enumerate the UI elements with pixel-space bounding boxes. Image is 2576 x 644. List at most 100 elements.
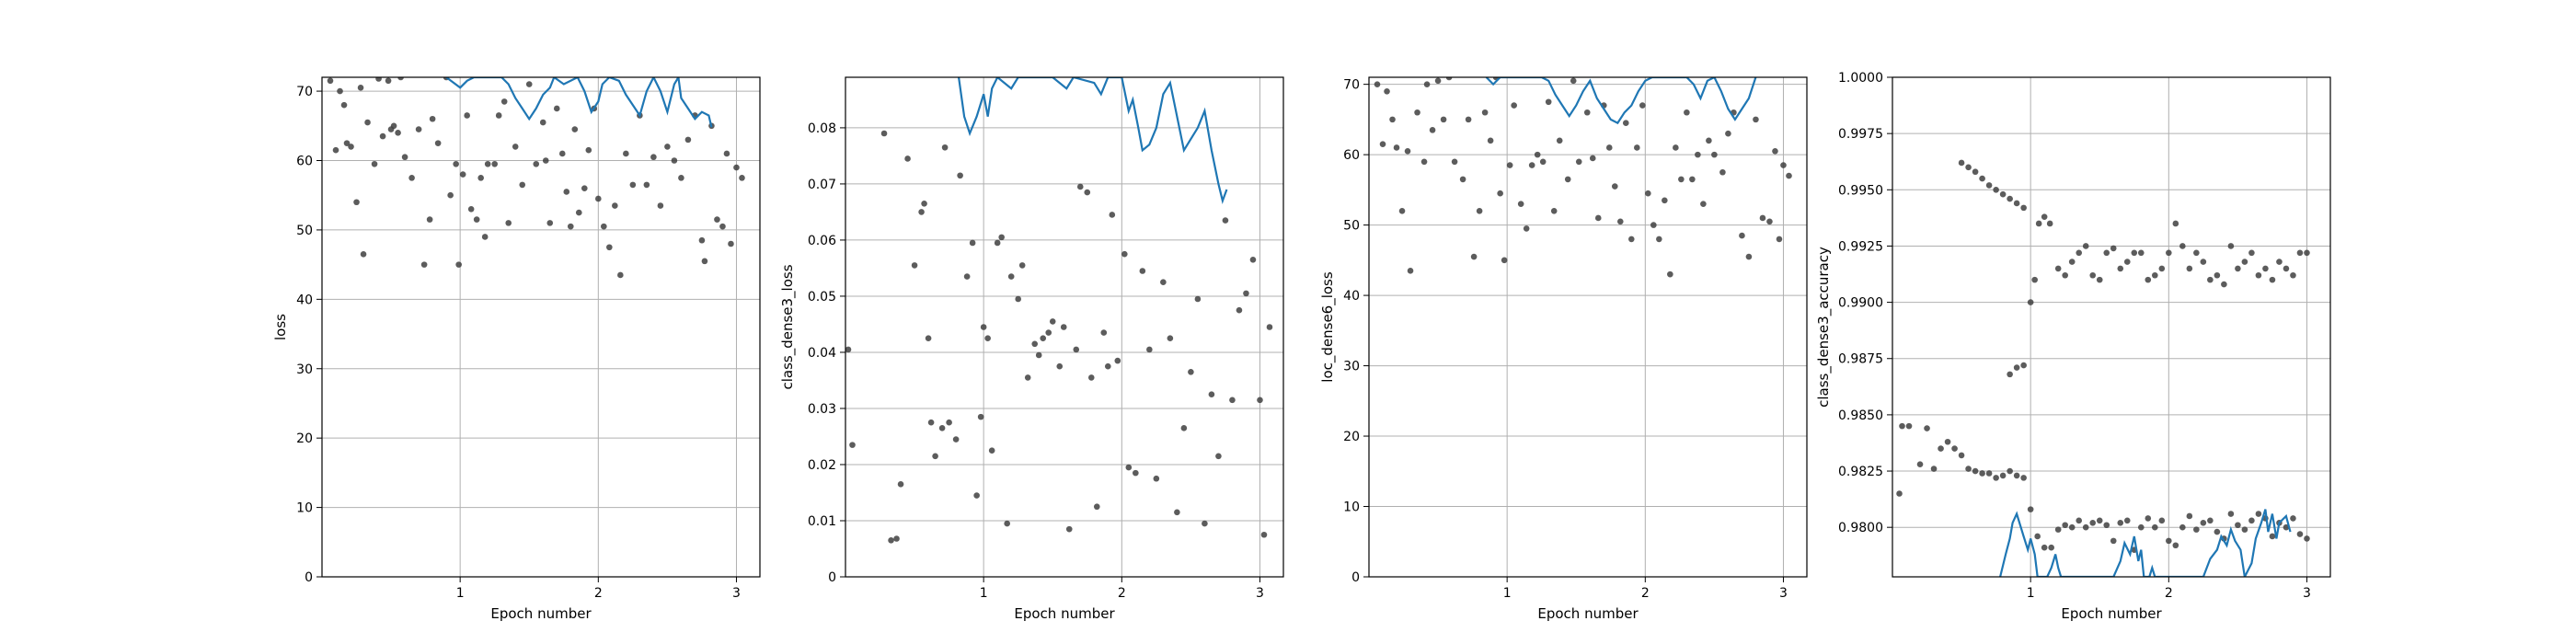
data-point [880, 130, 888, 137]
data-point [1257, 397, 1263, 404]
data-point [2123, 259, 2131, 265]
data-point [1084, 189, 1091, 196]
data-point [1979, 470, 1985, 477]
data-point [1243, 290, 1249, 297]
data-point [1104, 362, 1111, 370]
data-point [1465, 116, 1472, 123]
data-point [1379, 141, 1386, 147]
data-point [2089, 271, 2097, 279]
x-axis-label: Epoch number [1014, 605, 1115, 622]
data-point [650, 154, 657, 161]
x-tick-label: 3 [732, 586, 741, 601]
y-tick-label: 0.9975 [1838, 127, 1883, 142]
y-tick-label: 0 [1351, 570, 1360, 585]
data-point [1398, 208, 1406, 214]
y-tick-label: 0.03 [808, 402, 836, 417]
data-point [1719, 168, 1726, 176]
data-point [581, 185, 588, 191]
data-point [2096, 517, 2103, 524]
data-point [1700, 201, 1707, 207]
y-tick-label: 0.9875 [1838, 352, 1883, 367]
data-point [1004, 520, 1010, 527]
data-point [505, 220, 512, 226]
data-point [2034, 533, 2041, 540]
data-point [1673, 144, 1679, 151]
data-point [1944, 438, 1951, 445]
data-point [1007, 273, 1015, 280]
data-point [1407, 268, 1414, 274]
data-point [1528, 162, 1535, 168]
data-point [2027, 506, 2034, 512]
data-point [617, 271, 624, 279]
data-point [364, 119, 371, 126]
data-point [1753, 116, 1759, 123]
data-point [2241, 259, 2248, 265]
data-point [473, 216, 480, 223]
data-point [2062, 522, 2068, 529]
data-point [1384, 87, 1390, 95]
data-point [525, 81, 533, 87]
data-point [2227, 243, 2235, 249]
data-point [994, 239, 1001, 247]
data-point [2269, 533, 2276, 540]
y-tick-label: 0.06 [808, 234, 836, 248]
data-point [453, 160, 459, 167]
data-point [1018, 262, 1026, 269]
data-point [1611, 183, 1618, 190]
data-point [408, 175, 415, 181]
data-point [546, 220, 554, 226]
data-point [1583, 109, 1591, 116]
data-point [723, 150, 730, 157]
data-point [2304, 535, 2310, 542]
data-point [2062, 271, 2068, 279]
data-point [2151, 271, 2158, 279]
data-point [1993, 186, 1999, 193]
data-point [1689, 176, 1696, 183]
x-axis-label: Epoch number [2061, 605, 2162, 622]
y-tick-label: 0.05 [808, 290, 836, 305]
data-point [1605, 144, 1613, 151]
data-point [553, 105, 560, 112]
data-point [1711, 151, 1718, 158]
data-point [484, 160, 491, 167]
plot-frame [321, 76, 761, 578]
data-point [2020, 204, 2027, 212]
data-point [1570, 77, 1577, 85]
data-point [1916, 461, 1924, 468]
data-point [1065, 525, 1073, 533]
data-point [2186, 265, 2193, 272]
plot-area [1374, 77, 1792, 278]
data-point [1993, 475, 1999, 481]
data-point [2027, 299, 2034, 305]
y-tick-label: 60 [296, 155, 313, 169]
y-tick-label: 0.02 [808, 458, 836, 473]
data-point [357, 85, 364, 91]
plot-frame [1892, 76, 2331, 578]
data-point [1440, 116, 1447, 123]
data-point [1759, 214, 1766, 222]
series-line [445, 77, 713, 128]
y-tick-label: 40 [296, 293, 313, 307]
data-point [1634, 144, 1640, 151]
data-point [464, 112, 470, 119]
data-point [984, 335, 991, 342]
data-point [1194, 295, 1202, 303]
data-point [1174, 509, 1180, 516]
data-point [500, 98, 508, 105]
data-point [1266, 324, 1273, 330]
data-point [1481, 109, 1489, 116]
data-point [426, 216, 433, 223]
data-point [2110, 537, 2117, 545]
data-point [1985, 470, 1993, 477]
data-point [1639, 102, 1646, 109]
data-point [595, 195, 602, 202]
data-point [2158, 517, 2166, 524]
data-point [1695, 151, 1701, 158]
data-point [2207, 517, 2214, 524]
data-point [2068, 523, 2076, 531]
y-tick-label: 0.9800 [1838, 521, 1883, 535]
data-point [563, 189, 570, 195]
data-point [1999, 190, 2007, 198]
